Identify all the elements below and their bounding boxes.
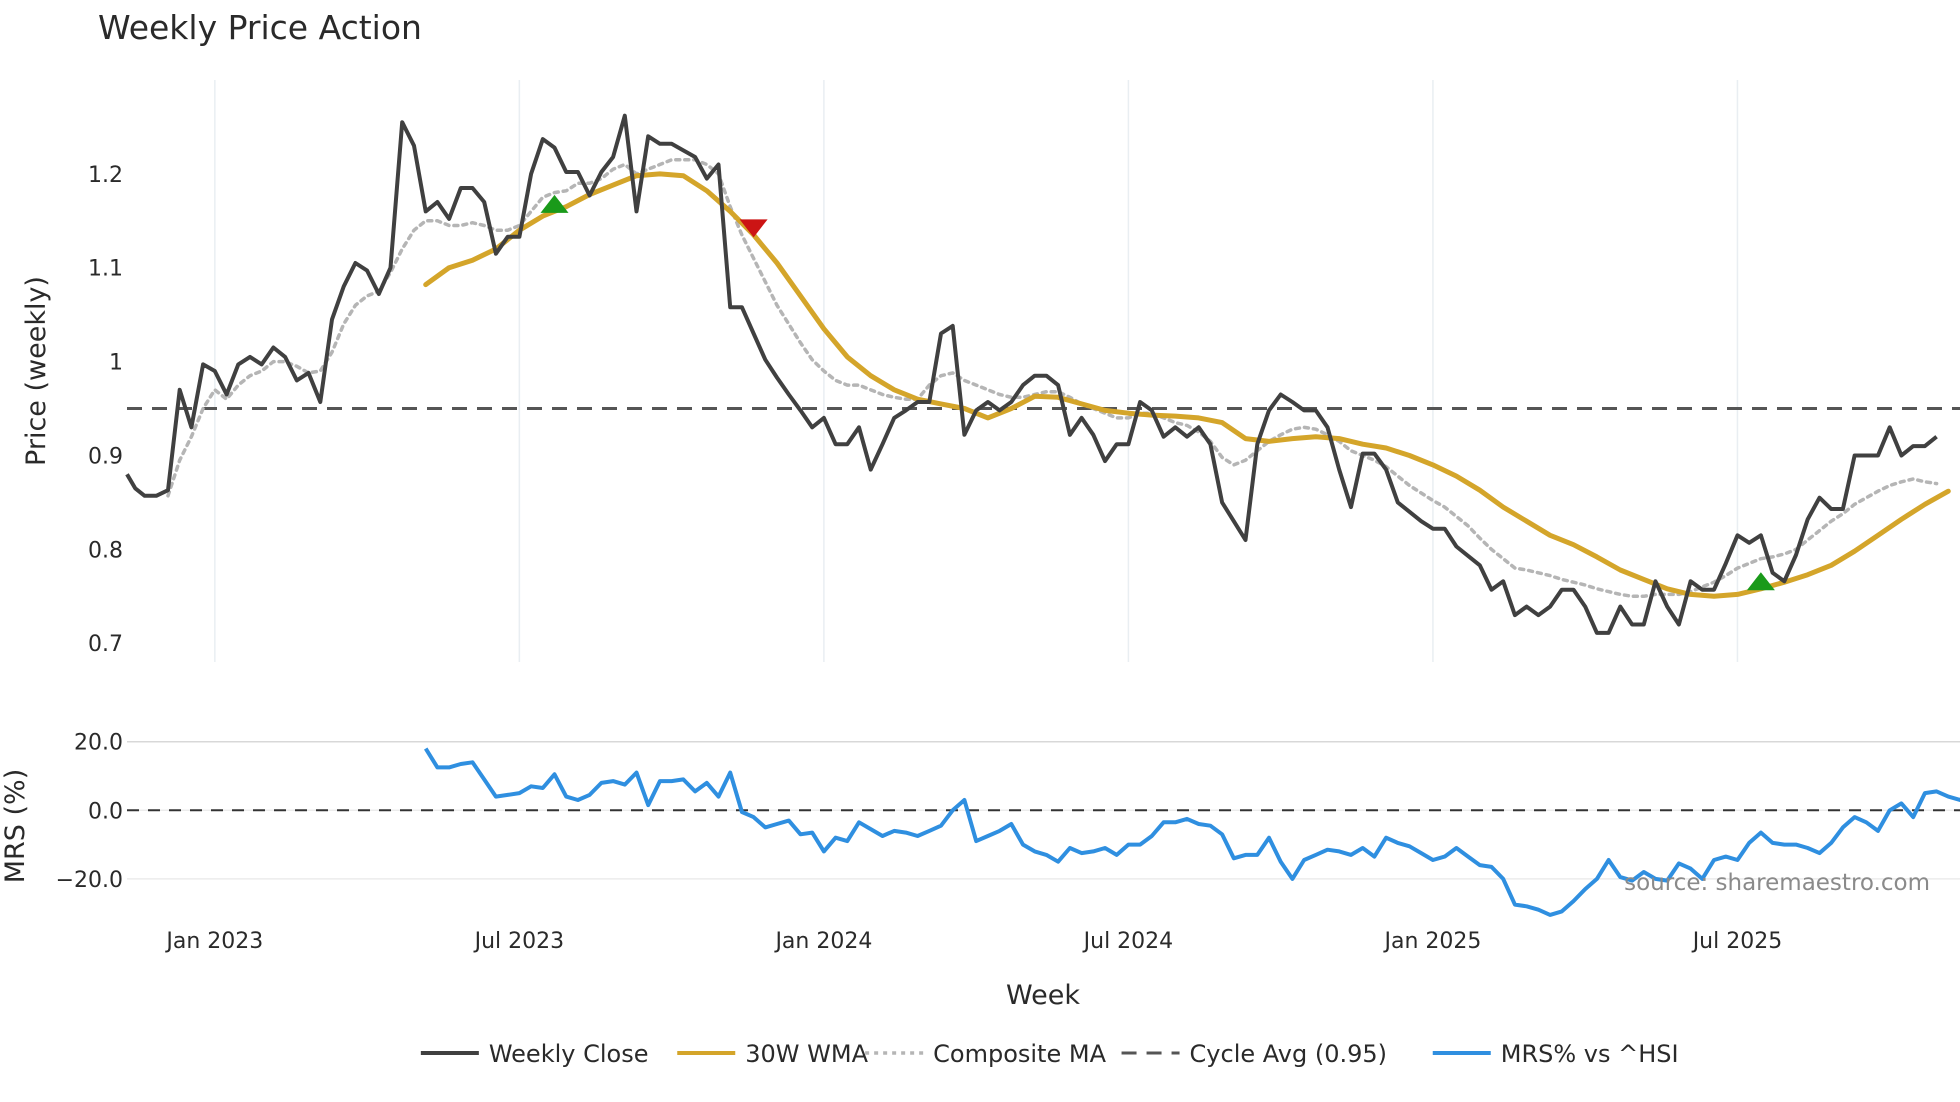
legend-label: Composite MA <box>933 1040 1106 1068</box>
sell-signal-marker <box>739 219 768 238</box>
mrs-y-tick-label: 0.0 <box>88 799 123 824</box>
signal-markers <box>540 194 1775 591</box>
mrs-y-tick-label: −20.0 <box>56 868 123 893</box>
x-tick-label: Jul 2023 <box>473 929 565 954</box>
legend-item-mrs[interactable]: MRS% vs ^HSI <box>1432 1040 1679 1068</box>
legend-item-cycle[interactable]: Cycle Avg (0.95) <box>1121 1040 1387 1068</box>
buy-signal-marker <box>540 194 569 213</box>
price-y-tick-label: 1.1 <box>88 257 123 282</box>
x-tick-label: Jul 2025 <box>1691 929 1783 954</box>
legend[interactable]: Weekly Close 30W WMA Composite MA Cycle Avg… <box>420 1040 1679 1068</box>
mrs-series-group <box>127 747 1960 917</box>
price-y-tick-label: 1.2 <box>88 163 123 188</box>
chart-title: Weekly Price Action <box>98 8 422 47</box>
price-gridlines <box>214 80 1739 662</box>
price-y-tick-label: 1 <box>109 351 123 376</box>
x-tick-label: Jan 2024 <box>773 929 872 954</box>
price-y-tick-label: 0.9 <box>88 444 123 469</box>
x-tick-label: Jul 2024 <box>1082 929 1174 954</box>
legend-item-close[interactable]: Weekly Close <box>420 1040 649 1068</box>
mrs-y-ticks: 20.0 0.0 −20.0 <box>56 731 123 893</box>
price-series-group <box>125 113 1960 635</box>
legend-item-wma[interactable]: 30W WMA <box>677 1040 869 1068</box>
buy-signal-marker <box>1746 572 1775 591</box>
price-y-tick-label: 0.7 <box>88 632 123 657</box>
legend-label: Cycle Avg (0.95) <box>1190 1040 1387 1068</box>
x-axis-label: Week <box>1006 980 1080 1011</box>
mrs-y-tick-label: 20.0 <box>74 731 123 756</box>
price-y-tick-label: 0.8 <box>88 538 123 563</box>
legend-item-composite[interactable]: Composite MA <box>865 1040 1107 1068</box>
price-y-axis-label: Price (weekly) <box>21 276 52 466</box>
x-ticks: Jan 2023 Jul 2023 Jan 2024 Jul 2024 Jan 2025… <box>164 929 1782 954</box>
x-tick-label: Jan 2025 <box>1382 929 1481 954</box>
composite-ma-line <box>166 158 1939 599</box>
source-annotation: source: sharemaestro.com <box>1624 870 1930 896</box>
legend-label: Weekly Close <box>489 1040 649 1068</box>
mrs-y-axis-label: MRS (%) <box>0 769 31 884</box>
price-y-ticks: 0.7 0.8 0.9 1 1.1 1.2 <box>88 163 123 657</box>
mrs-line <box>424 747 1960 917</box>
weekly-close-line <box>125 113 1938 635</box>
x-tick-label: Jan 2023 <box>164 929 263 954</box>
legend-label: MRS% vs ^HSI <box>1501 1040 1679 1068</box>
wma-line <box>423 171 1951 599</box>
legend-label: 30W WMA <box>745 1040 868 1068</box>
